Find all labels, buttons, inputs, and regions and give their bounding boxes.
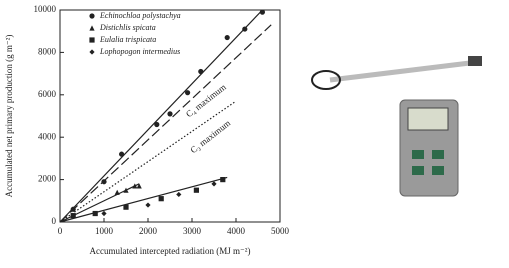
point — [119, 152, 124, 157]
legend-marker — [89, 37, 94, 42]
y-tick-label: 0 — [52, 216, 57, 226]
legend-label: Lophopogon intermedius — [99, 47, 180, 56]
fit-line — [60, 177, 227, 222]
sensor-head — [468, 56, 482, 66]
x-tick-label: 0 — [58, 226, 63, 236]
sensor-photo — [312, 56, 482, 196]
page: 0 1000 2000 3000 4000 5000 0 2000 4000 6000 8000 10… — [0, 0, 509, 268]
point — [101, 211, 106, 216]
annotation: C₃ maximum — [188, 118, 232, 155]
y-tick-label: 4000 — [38, 131, 57, 141]
y-tick-label: 2000 — [38, 174, 57, 184]
y-tick-label: 10000 — [34, 4, 57, 14]
y-tick-label: 6000 — [38, 89, 57, 99]
y-tick-label: 8000 — [38, 46, 57, 56]
legend-label: Echinochloa polystachya — [99, 11, 181, 20]
x-tick-label: 4000 — [227, 226, 246, 236]
sensor-wand — [330, 62, 478, 80]
legend-marker — [89, 49, 94, 54]
legend-label: Distichlis spicata — [99, 23, 156, 32]
point — [123, 188, 128, 193]
legend-marker — [89, 13, 94, 18]
point — [93, 211, 98, 216]
legend-label: Eulalia trispicata — [99, 35, 156, 44]
legend-marker — [89, 25, 94, 30]
point — [260, 10, 265, 15]
chart: 0 1000 2000 3000 4000 5000 0 2000 4000 6000 8000 10… — [4, 4, 289, 256]
point — [198, 69, 203, 74]
point — [154, 122, 159, 127]
point — [123, 205, 128, 210]
point — [115, 190, 120, 195]
point — [242, 26, 247, 31]
meter-button — [432, 166, 444, 175]
x-axis-label: Accumulated intercepted radiation (MJ m⁻… — [90, 246, 251, 256]
point — [185, 90, 190, 95]
point — [145, 202, 150, 207]
point — [71, 207, 76, 212]
x-tick-label: 3000 — [183, 226, 202, 236]
point — [159, 196, 164, 201]
point — [194, 188, 199, 193]
x-tick-label: 2000 — [139, 226, 158, 236]
x-tick-label: 5000 — [271, 226, 290, 236]
y-axis-label: Accumulated net primary production (g m⁻… — [4, 35, 14, 198]
meter-button — [432, 150, 444, 159]
point — [176, 192, 181, 197]
annotation: C₄ maximum — [184, 82, 228, 119]
point — [101, 179, 106, 184]
point — [225, 35, 230, 40]
meter-display — [408, 108, 448, 130]
meter-button — [412, 150, 424, 159]
x-tick-label: 1000 — [95, 226, 114, 236]
point — [167, 111, 172, 116]
point — [132, 183, 137, 188]
point — [71, 213, 76, 218]
meter-button — [412, 166, 424, 175]
point — [220, 177, 225, 182]
